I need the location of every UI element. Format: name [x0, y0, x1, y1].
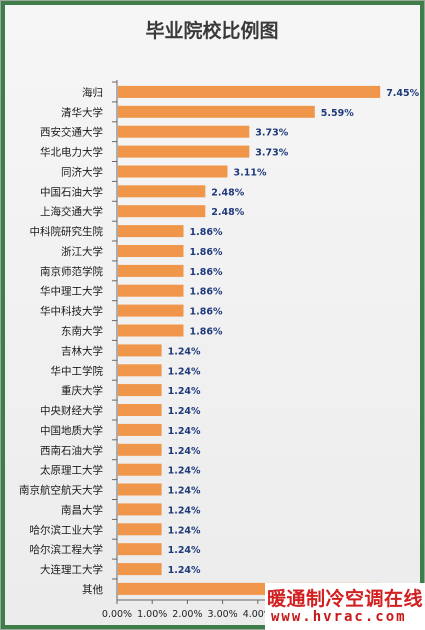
bar: [118, 523, 162, 536]
value-label: 1.24%: [168, 386, 201, 397]
x-tick-label: 4.00%: [243, 609, 273, 620]
value-label: 1.24%: [168, 545, 201, 556]
category-label: 南京航空航天大学: [19, 484, 103, 497]
x-tick-label: 0.00%: [102, 609, 132, 620]
category-label: 浙江大学: [61, 245, 103, 258]
category-label: 同济大学: [61, 166, 103, 179]
category-label: 重庆大学: [61, 384, 103, 397]
value-label: 3.73%: [255, 148, 288, 159]
bar: [118, 543, 162, 556]
category-label: 海归: [82, 86, 103, 99]
category-label: 华中理工大学: [40, 285, 103, 298]
bar: [118, 384, 162, 397]
x-axis-ticks: 0.00% 1.00% 2.00% 3.00% 4.00%: [102, 81, 273, 620]
value-label: 1.24%: [168, 466, 201, 477]
category-label: 西南石油大学: [40, 444, 103, 457]
bar: [118, 145, 250, 158]
bar: [118, 563, 162, 576]
bar: [118, 324, 184, 337]
category-label: 南京师范学院: [40, 265, 103, 278]
bar: [118, 404, 162, 416]
bar: [118, 503, 162, 516]
category-label: 清华大学: [61, 106, 103, 119]
bar: [118, 443, 162, 456]
category-label: 其他: [82, 583, 103, 596]
value-label: 5.59%: [321, 108, 354, 119]
category-label: 中科院研究生院: [30, 225, 104, 238]
value-label: 2.48%: [211, 207, 244, 218]
category-label: 华中工学院: [51, 364, 104, 377]
bar: [118, 463, 162, 476]
value-label: 1.86%: [190, 267, 223, 278]
value-labels: 7.45% 5.59% 3.73% 3.73% 3.11% 2.48% 2.48% 1.86%…: [168, 88, 420, 596]
bar: [118, 364, 162, 377]
category-label: 东南大学: [61, 325, 103, 338]
value-label: 1.24%: [168, 346, 201, 357]
category-label: 华北电力大学: [40, 146, 103, 159]
bar: [118, 125, 250, 138]
category-label: 上海交通大学: [40, 205, 103, 218]
category-label: 哈尔滨工业大学: [30, 523, 104, 536]
value-label: 1.24%: [168, 565, 201, 576]
category-label: 中国石油大学: [40, 185, 103, 198]
category-label: 太原理工大学: [40, 464, 103, 477]
category-label: 西安交通大学: [40, 126, 103, 139]
bar: [118, 245, 184, 257]
watermark-url: www.hvrac.com: [271, 609, 407, 625]
bar: [118, 165, 228, 178]
bar: [118, 85, 381, 98]
chart-title: 毕业院校比例图: [145, 19, 278, 42]
category-labels: 海归清华大学西安交通大学华北电力大学同济大学中国石油大学上海交通大学中科院研究生…: [19, 86, 103, 596]
x-tick-label: 1.00%: [137, 609, 167, 620]
bar: [118, 423, 162, 436]
category-label: 华中科技大学: [40, 305, 103, 318]
bar: [118, 483, 162, 496]
bar: [118, 205, 206, 218]
category-label: 中央财经大学: [40, 404, 103, 417]
bar-group: [118, 85, 381, 595]
bar: [118, 284, 184, 297]
category-label: 哈尔滨工程大学: [30, 543, 104, 556]
value-label: 2.48%: [211, 187, 244, 198]
category-label: 中国地质大学: [40, 424, 103, 437]
value-label: 1.86%: [190, 327, 223, 338]
value-label: 1.24%: [168, 406, 201, 417]
x-tick-label: 2.00%: [172, 609, 202, 620]
bar: [118, 225, 184, 238]
value-label: 1.24%: [168, 505, 201, 516]
category-label: 南昌大学: [61, 503, 103, 516]
value-label: 3.11%: [234, 168, 267, 179]
value-label: 1.86%: [190, 247, 223, 258]
value-label: 7.45%: [386, 88, 419, 99]
value-label: 1.24%: [168, 525, 201, 536]
category-label: 大连理工大学: [40, 563, 103, 576]
bar: [118, 264, 184, 277]
value-label: 1.86%: [190, 307, 223, 318]
bar: [118, 105, 315, 118]
watermark-title: 暖通制冷空调在线: [267, 588, 424, 610]
x-tick-label: 3.00%: [208, 609, 238, 620]
watermark: 暖通制冷空调在线 www.hvrac.com: [265, 583, 425, 630]
category-label: 吉林大学: [61, 344, 103, 357]
value-label: 1.24%: [168, 446, 201, 457]
value-label: 3.73%: [255, 128, 288, 139]
bar: [118, 304, 184, 317]
bar: [118, 185, 206, 198]
value-label: 1.86%: [190, 227, 223, 238]
bar: [118, 344, 162, 357]
value-label: 1.86%: [190, 287, 223, 298]
value-label: 1.24%: [168, 486, 201, 497]
value-label: 1.24%: [168, 426, 201, 437]
value-label: 1.24%: [168, 366, 201, 377]
